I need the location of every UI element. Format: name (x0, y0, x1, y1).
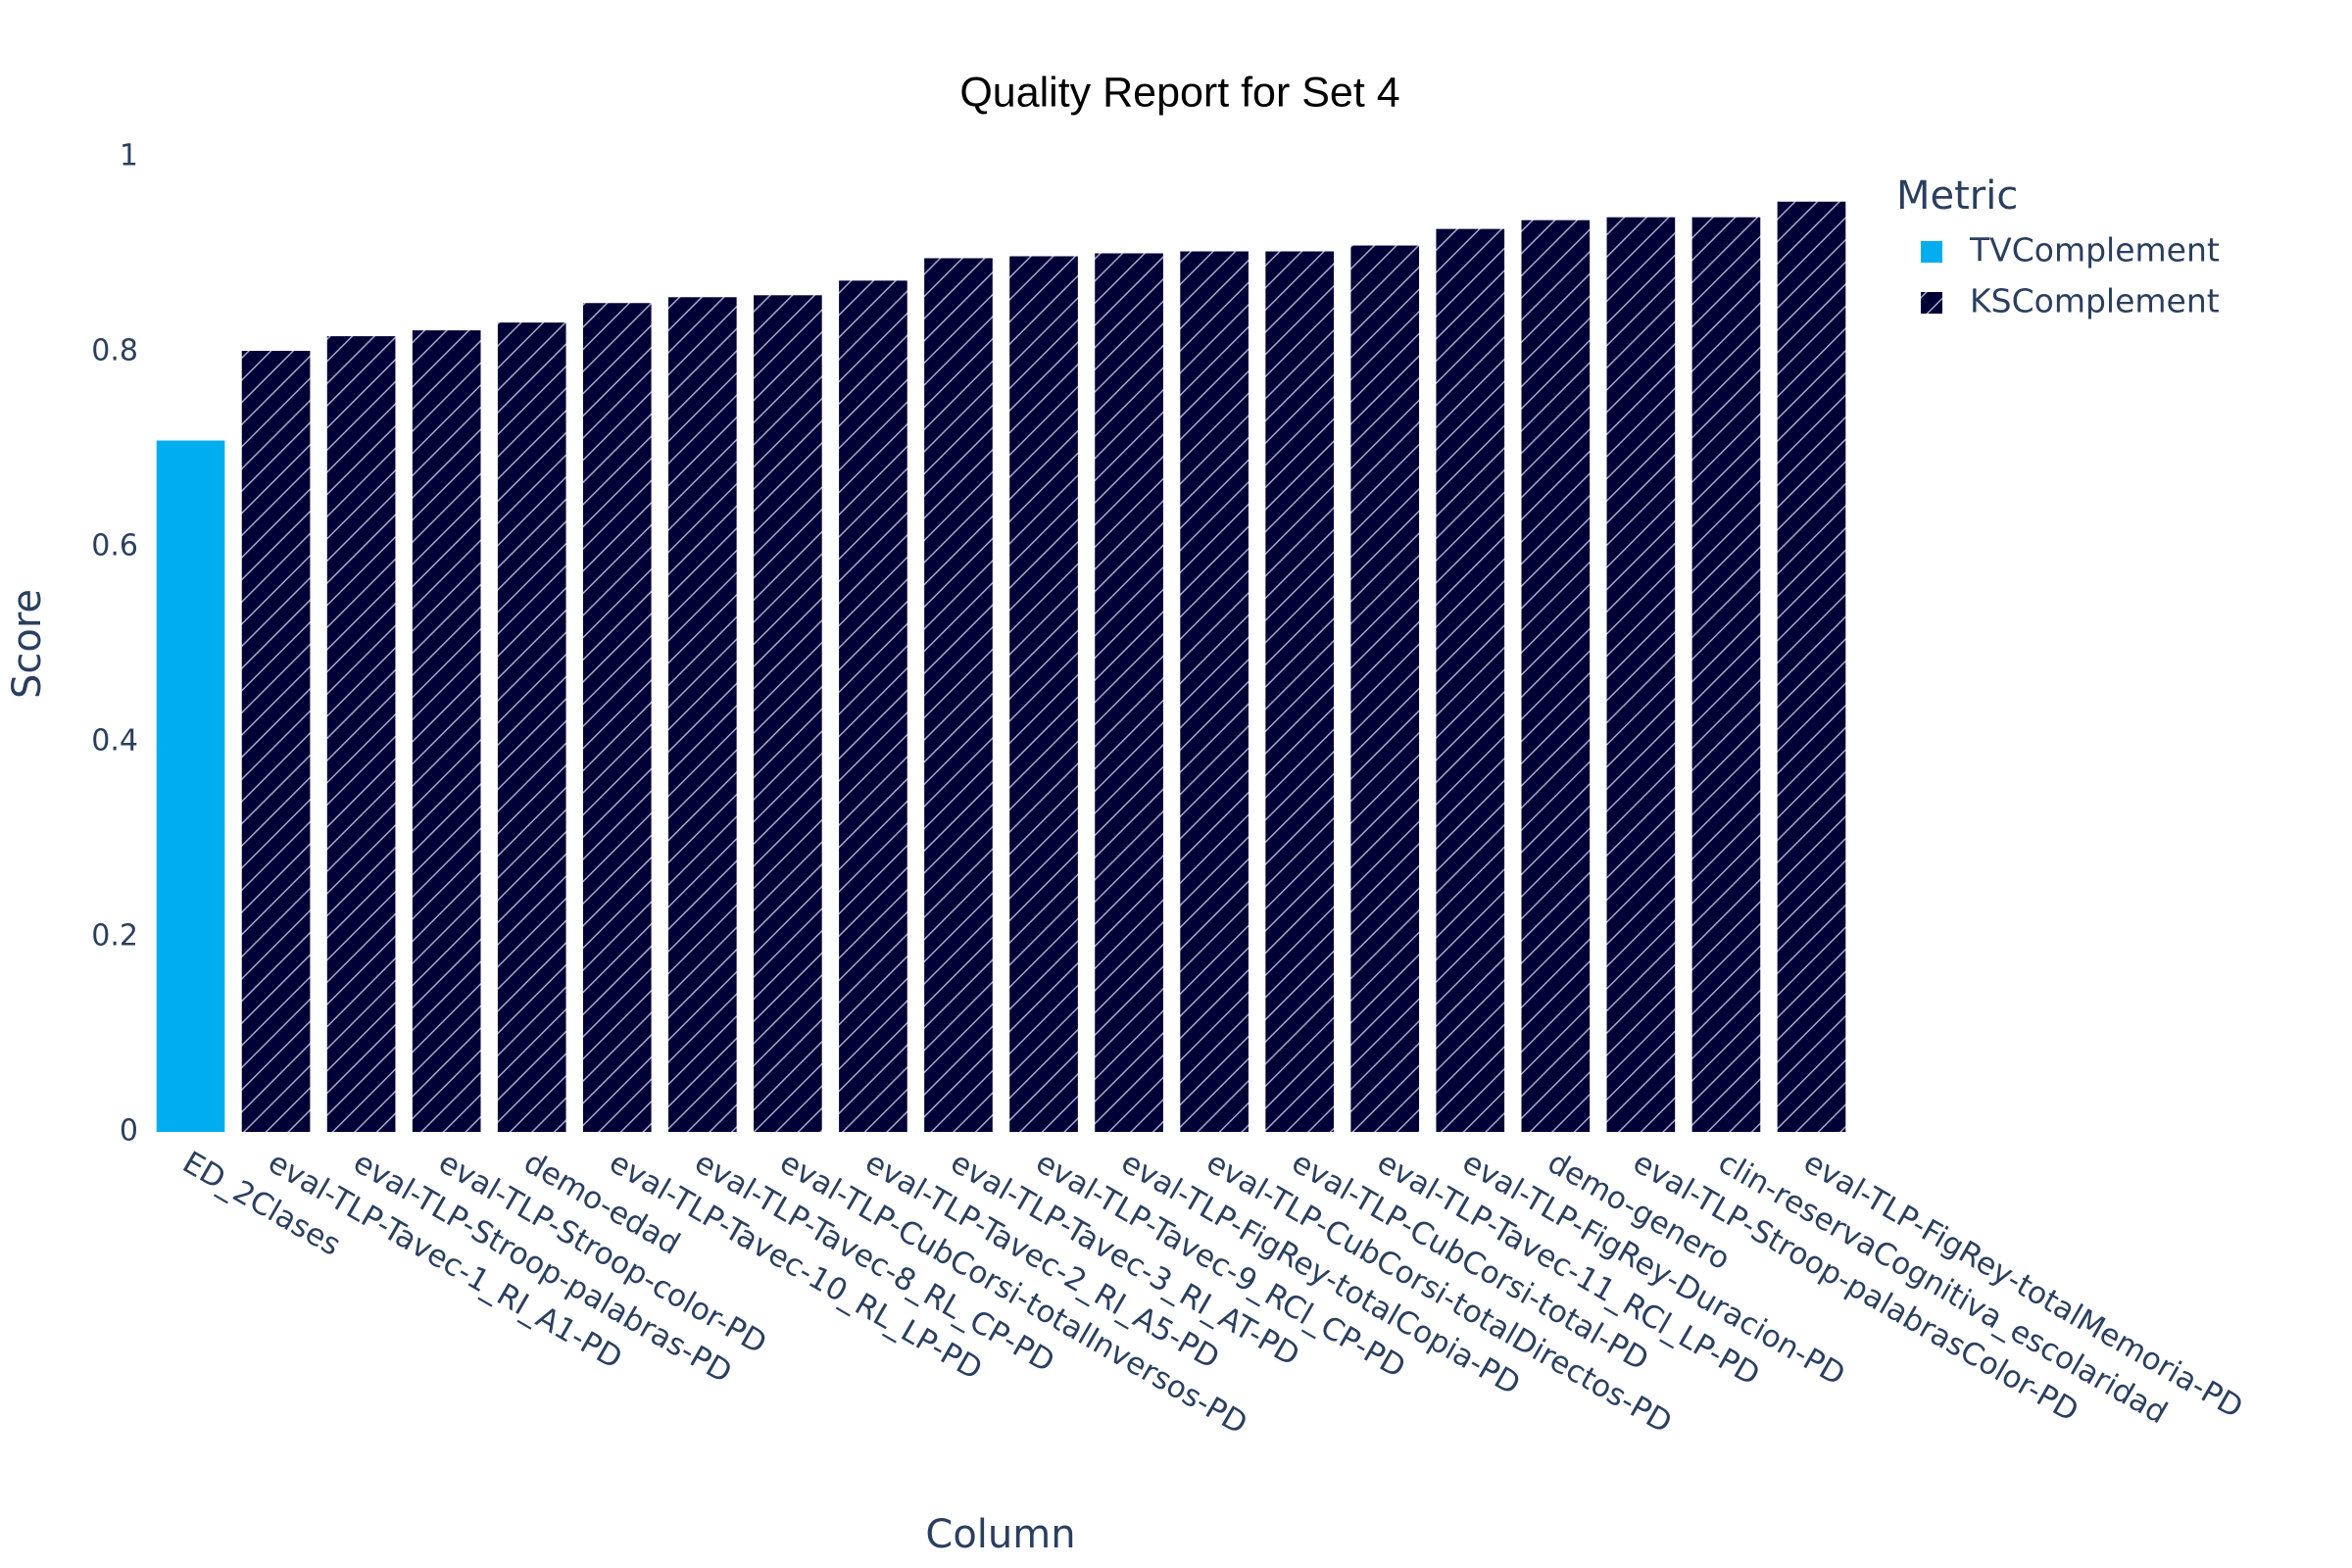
y-tick-label: 0 (120, 1114, 138, 1149)
y-tick-label: 0.4 (91, 724, 138, 759)
y-tick-label: 1 (120, 139, 138, 173)
legend-swatch (1921, 241, 1942, 263)
bar (1009, 256, 1078, 1132)
bar (582, 303, 652, 1132)
legend-title: Metric (1896, 173, 2018, 219)
bar (1265, 251, 1334, 1132)
bar (668, 297, 737, 1132)
bar (1691, 217, 1761, 1132)
bar (1777, 201, 1846, 1132)
legend-swatch (1921, 292, 1942, 314)
x-tick-label: clin-reservaCognitiva_escolaridad (1712, 1145, 2173, 1431)
y-tick-label: 0.6 (91, 529, 138, 564)
bar (1095, 253, 1163, 1132)
legend-label: KSComplement (1970, 282, 2220, 320)
bar (754, 295, 822, 1132)
legend-label: TVComplement (1969, 231, 2220, 270)
bar (1606, 217, 1676, 1132)
bar (1180, 251, 1249, 1132)
bar (497, 322, 566, 1132)
y-tick-label: 0.2 (91, 919, 138, 954)
y-tick-label: 0.8 (91, 334, 138, 368)
bar (1521, 220, 1591, 1133)
bar (412, 330, 481, 1132)
bar (326, 336, 396, 1133)
chart-title: Quality Report for Set 4 (959, 69, 1399, 116)
y-axis-title: Score (5, 589, 50, 699)
x-axis-title: Column (925, 1512, 1075, 1557)
bar (839, 280, 907, 1132)
bar (1436, 228, 1505, 1132)
bar (924, 258, 993, 1133)
bar (1350, 245, 1420, 1133)
bar (241, 351, 311, 1132)
bar (156, 440, 225, 1132)
